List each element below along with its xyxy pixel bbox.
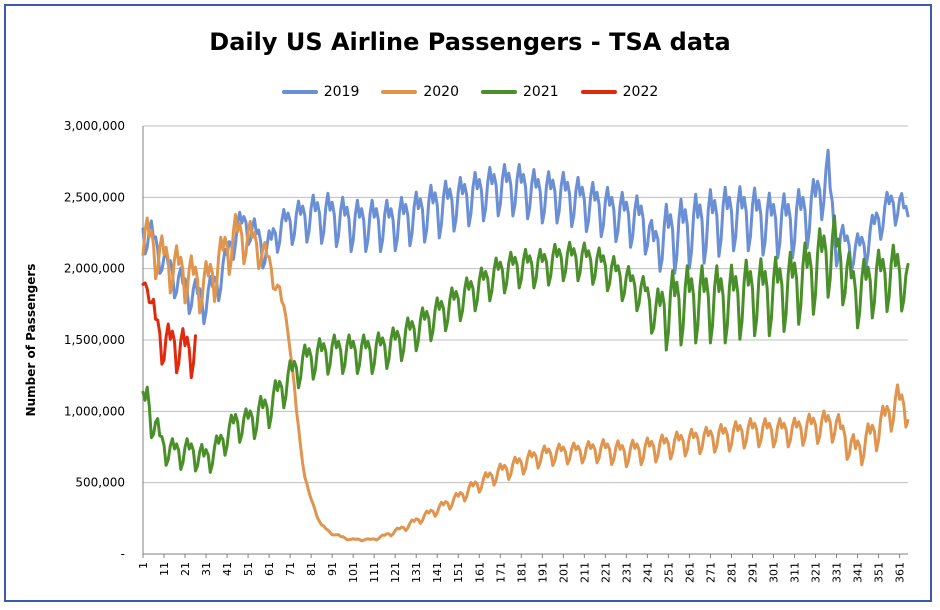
- legend-item-2019: 2019: [281, 84, 360, 100]
- legend-label: 2019: [323, 84, 360, 100]
- x-tick-label: 261: [683, 562, 696, 583]
- series-line-2022: [141, 281, 197, 380]
- x-tick-label: 241: [641, 562, 654, 583]
- x-tick-label: 11: [158, 562, 171, 576]
- x-tick-label: 271: [704, 562, 717, 583]
- x-tick-label: 251: [662, 562, 675, 583]
- x-tick-label: 281: [725, 562, 738, 583]
- y-tick-label: 500,000: [75, 476, 125, 490]
- x-tick-label: 91: [326, 562, 339, 576]
- chart-legend: 2019 2020 2021 2022: [6, 84, 934, 100]
- y-tick-label: 1,500,000: [64, 333, 125, 347]
- x-tick-label: 51: [242, 562, 255, 576]
- x-tick-label: 331: [831, 562, 844, 583]
- legend-item-2022: 2022: [580, 84, 659, 100]
- x-tick-label: 311: [789, 562, 802, 583]
- chart-title: Daily US Airline Passengers - TSA data: [209, 28, 731, 56]
- y-tick-label: -: [121, 547, 125, 561]
- x-tick-label: 201: [557, 562, 570, 583]
- legend-item-2021: 2021: [481, 84, 559, 100]
- x-tick-label: 181: [515, 562, 528, 583]
- x-tick-label: 111: [368, 562, 381, 583]
- x-tick-label: 351: [873, 562, 886, 583]
- legend-swatch: [481, 90, 517, 94]
- x-tick-label: 61: [263, 562, 276, 576]
- legend-swatch: [580, 90, 617, 94]
- x-tick-label: 361: [894, 562, 907, 583]
- legend-label: 2020: [423, 84, 459, 100]
- legend-label: 2021: [523, 84, 559, 100]
- x-tick-label: 321: [810, 562, 823, 583]
- y-tick-label: 2,500,000: [64, 190, 125, 204]
- x-tick-label: 211: [578, 562, 591, 583]
- x-tick-label: 301: [767, 562, 780, 583]
- x-tick-label: 71: [284, 562, 297, 576]
- series-line-2021: [141, 214, 910, 474]
- legend-label: 2022: [622, 84, 659, 100]
- y-tick-label: 3,000,000: [64, 119, 125, 133]
- x-tick-label: 221: [599, 562, 612, 583]
- legend-swatch: [381, 90, 418, 94]
- x-tick-label: 121: [389, 562, 402, 583]
- x-tick-label: 21: [179, 562, 192, 576]
- series-line-2019: [141, 148, 910, 326]
- x-tick-label: 291: [746, 562, 759, 583]
- x-tick-label: 231: [620, 562, 633, 583]
- x-tick-label: 161: [473, 562, 486, 583]
- x-tick-label: 141: [431, 562, 444, 583]
- x-tick-label: 191: [536, 562, 549, 583]
- y-axis-label: Number of Passengers: [24, 263, 38, 417]
- x-tick-label: 1: [137, 562, 150, 569]
- x-tick-label: 81: [305, 562, 318, 576]
- y-tick-label: 2,000,000: [64, 262, 125, 276]
- legend-swatch: [281, 90, 318, 94]
- legend-item-2020: 2020: [381, 84, 459, 100]
- x-tick-label: 31: [200, 562, 213, 576]
- x-tick-label: 171: [494, 562, 507, 583]
- chart-frame: Daily US Airline Passengers - TSA data 2…: [4, 4, 932, 602]
- x-tick-label: 131: [410, 562, 423, 583]
- x-tick-label: 41: [221, 562, 234, 576]
- x-tick-label: 101: [347, 562, 360, 583]
- x-tick-label: 151: [452, 562, 465, 583]
- series-line-2020: [141, 213, 910, 543]
- y-tick-label: 1,000,000: [64, 404, 125, 418]
- x-tick-label: 341: [852, 562, 865, 583]
